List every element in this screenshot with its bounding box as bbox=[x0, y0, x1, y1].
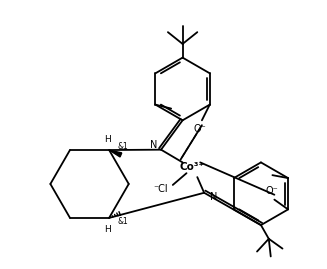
Text: N: N bbox=[149, 140, 157, 150]
Text: O⁻: O⁻ bbox=[194, 124, 206, 134]
Text: Co³⁺: Co³⁺ bbox=[180, 162, 205, 172]
Text: ⁻Cl: ⁻Cl bbox=[154, 184, 168, 194]
Text: N: N bbox=[210, 192, 218, 202]
Text: H: H bbox=[104, 225, 111, 234]
Text: H: H bbox=[104, 135, 111, 144]
Text: O⁻: O⁻ bbox=[265, 186, 278, 196]
Text: &1: &1 bbox=[118, 217, 129, 226]
Polygon shape bbox=[109, 150, 122, 157]
Text: &1: &1 bbox=[118, 141, 129, 151]
